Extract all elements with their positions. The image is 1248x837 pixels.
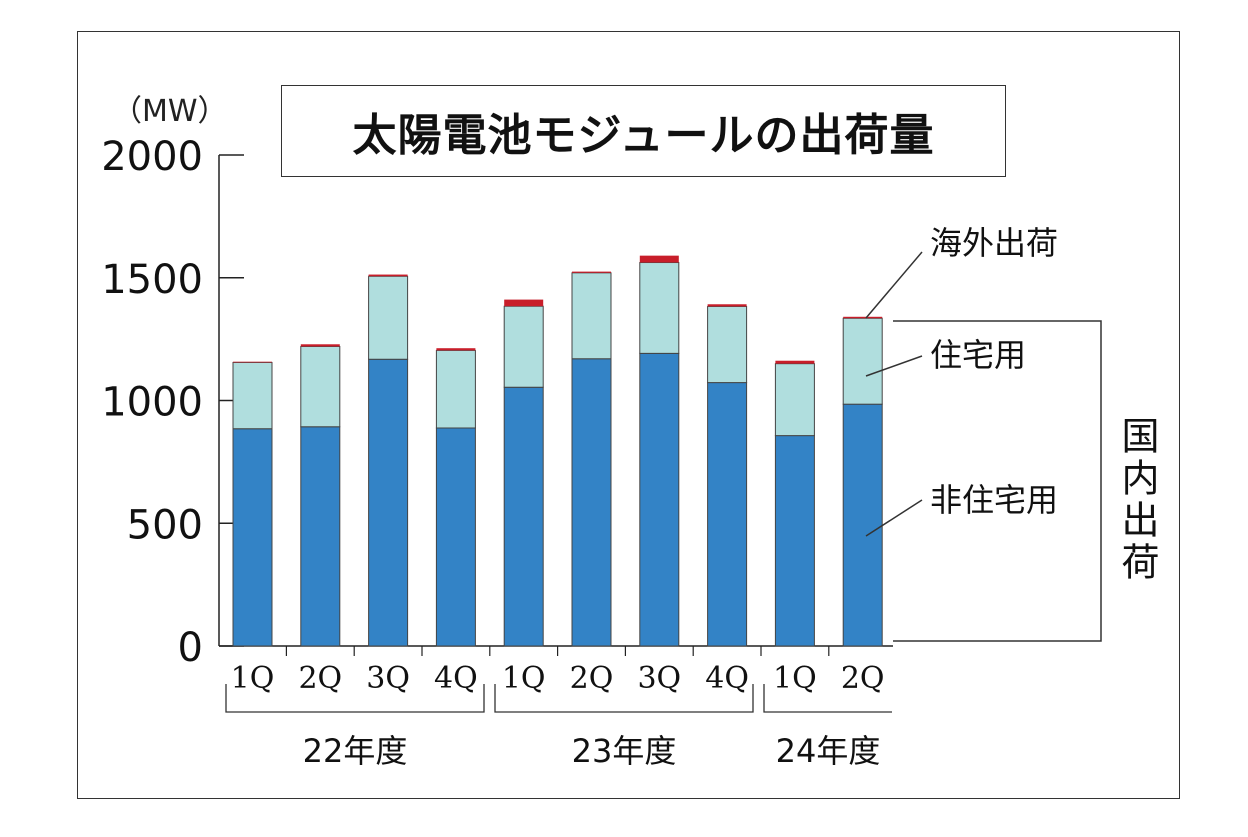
y-tick-label: 0 — [178, 625, 203, 671]
bar-segment-non-residential — [842, 403, 883, 647]
residential-leader-line — [865, 355, 923, 377]
bar-segment-residential — [707, 305, 748, 384]
y-axis-unit: （MW） — [112, 94, 228, 129]
bar-segment-non-residential — [774, 435, 815, 647]
bar-segment-residential — [639, 262, 680, 354]
y-tick-label: 1000 — [101, 380, 203, 426]
bar-segment-residential — [774, 363, 815, 437]
non-residential-leader-line — [865, 499, 923, 537]
bar-segment-residential — [842, 317, 883, 405]
chart-frame — [77, 31, 1180, 799]
x-tick-labels: 1Q 2Q 3Q 4Q 1Q 2Q 3Q 4Q 1Q 2Q — [231, 661, 885, 696]
domestic-bracket — [893, 320, 1102, 642]
non-residential-label: 非住宅用 — [930, 481, 1058, 519]
fiscal-year-label: 22年度 — [303, 732, 408, 770]
bars — [232, 255, 883, 656]
y-tick-label: 2000 — [101, 134, 203, 180]
y-tick-label: 500 — [127, 502, 203, 548]
x-tick-label: 1Q — [231, 661, 275, 696]
x-tick-label: 3Q — [637, 661, 681, 696]
chart-title: 太陽電池モジュールの出荷量 — [352, 110, 935, 161]
bar-segment-non-residential — [639, 352, 680, 647]
x-tick-label: 2Q — [570, 661, 614, 696]
bar-segment-export — [436, 348, 476, 351]
bar-segment-residential — [571, 272, 612, 360]
fiscal-year-label: 24年度 — [776, 732, 881, 770]
bar-segment-residential — [232, 361, 273, 430]
x-tick-label: 1Q — [773, 661, 817, 696]
export-label: 海外出荷 — [930, 224, 1058, 262]
bar-segment-residential — [435, 349, 476, 429]
fiscal-year-label: 23年度 — [572, 732, 677, 770]
bar-segment-non-residential — [435, 427, 476, 647]
fiscal-year-bracket — [494, 684, 754, 713]
bar-segment-export — [233, 361, 272, 363]
bar-segment-export — [639, 255, 679, 263]
bar-segment-non-residential — [368, 358, 409, 647]
x-tick-label: 2Q — [298, 661, 342, 696]
x-tick-label: 1Q — [502, 661, 546, 696]
fiscal-year-brackets: 22年度 23年度 24年度 — [225, 684, 892, 770]
bar-segment-residential — [300, 345, 341, 428]
bar-segment-export — [504, 299, 544, 307]
bar-segment-non-residential — [571, 358, 612, 647]
bar-segment-non-residential — [232, 428, 273, 647]
bar-segment-export — [775, 360, 815, 364]
domestic-label: 国内出荷 — [1115, 416, 1159, 584]
bar-segment-residential — [368, 275, 409, 360]
fiscal-year-bracket — [225, 684, 485, 713]
bar-segment-residential — [503, 305, 544, 388]
bar-segment-export — [368, 274, 408, 277]
residential-label: 住宅用 — [930, 336, 1026, 374]
bar-segment-export — [843, 316, 883, 319]
y-ticks: 0 500 1000 1500 2000 — [101, 134, 244, 671]
x-tick-label: 3Q — [366, 661, 410, 696]
bar-segment-export — [572, 271, 611, 273]
bar-segment-export — [707, 304, 747, 307]
bar-segment-non-residential — [707, 382, 748, 647]
bar-segment-non-residential — [503, 386, 544, 647]
x-tick-label: 2Q — [841, 661, 885, 696]
x-tick-label: 4Q — [434, 661, 478, 696]
x-tick-label: 4Q — [705, 661, 749, 696]
chart-title-box: 太陽電池モジュールの出荷量 — [281, 85, 1006, 177]
y-tick-label: 1500 — [101, 257, 203, 303]
bar-segment-export — [300, 344, 340, 347]
export-leader-line — [865, 251, 923, 319]
fiscal-year-bracket — [763, 684, 892, 713]
bar-segment-non-residential — [300, 426, 341, 647]
